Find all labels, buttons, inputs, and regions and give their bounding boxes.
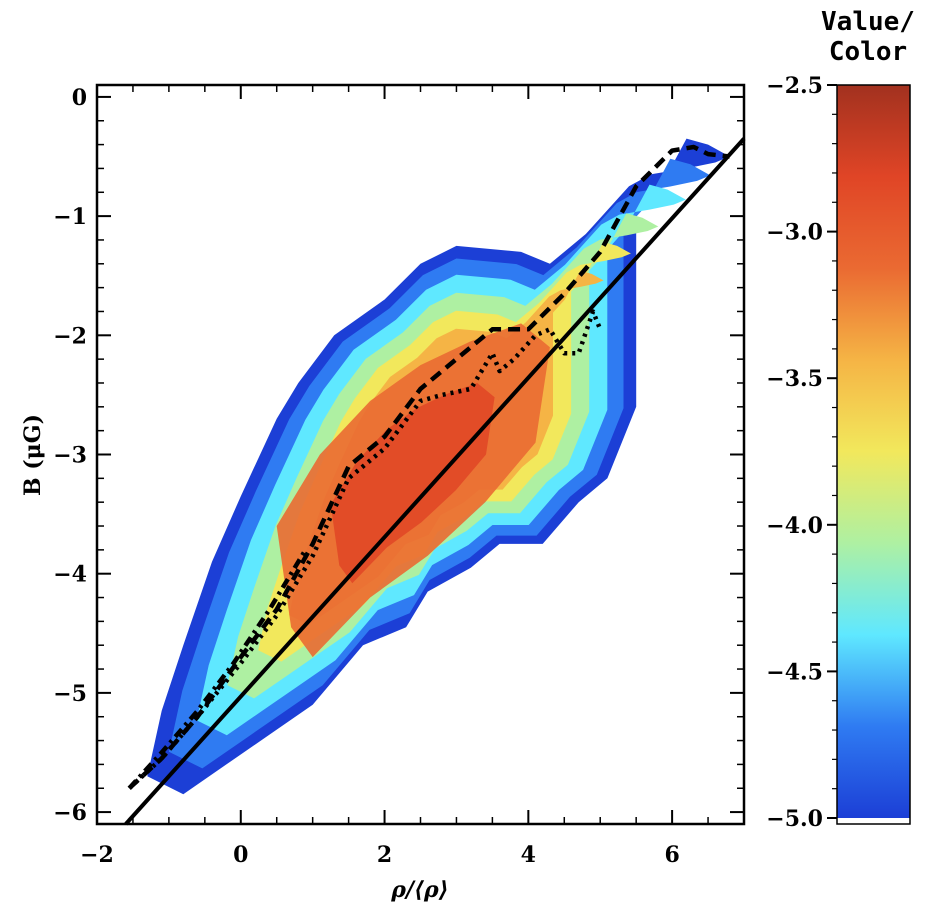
y-tick-label: −6 [53, 800, 87, 826]
y-tick-label: −1 [53, 204, 87, 230]
x-tick-label: 0 [233, 842, 248, 868]
colorbar-tick-label: −4.0 [766, 513, 823, 539]
x-axis-title: ρ/⟨ρ⟩ [390, 877, 448, 903]
x-tick-label: 4 [521, 842, 536, 868]
series-line-dotted [127, 309, 603, 790]
colorbar-title-line1: Value/ [821, 7, 915, 37]
y-tick-label: −4 [53, 562, 87, 588]
y-axis: 0 −1 −2 −3 −4 −5 −6 [53, 85, 744, 826]
y-tick-label: 0 [72, 85, 87, 111]
colorbar-tick-label: −3.0 [766, 220, 823, 246]
x-axis: −2 0 2 4 6 [80, 85, 745, 868]
series-line-solid [124, 137, 746, 826]
x-tick-label: −2 [80, 842, 114, 868]
series-line-dashed [127, 144, 730, 790]
x-tick-label: 2 [377, 842, 392, 868]
colorbar-axis: −2.5 −3.0 −3.5 −4.0 −4.5 −5.0 [766, 73, 837, 832]
series-line-dashdot [127, 548, 308, 790]
colorbar-tick-label: −3.5 [766, 366, 823, 392]
colorbar-frame [836, 84, 911, 825]
density-peak [330, 383, 495, 584]
series-lines [124, 137, 746, 826]
colorbar-gradient [837, 85, 910, 818]
x-tick-label: 6 [664, 842, 679, 868]
y-tick-label: −2 [53, 323, 87, 349]
colorbar-tick-label: −2.5 [766, 73, 823, 99]
colorbar-title-line2: Color [829, 37, 907, 67]
y-tick-label: −3 [53, 443, 87, 469]
colorbar-tick-label: −4.5 [766, 659, 823, 685]
y-axis-title: B (μG) [20, 414, 46, 496]
y-tick-label: −5 [53, 681, 87, 707]
colorbar-tick-label: −5.0 [766, 806, 823, 832]
colorbar-white-tip [837, 818, 910, 824]
